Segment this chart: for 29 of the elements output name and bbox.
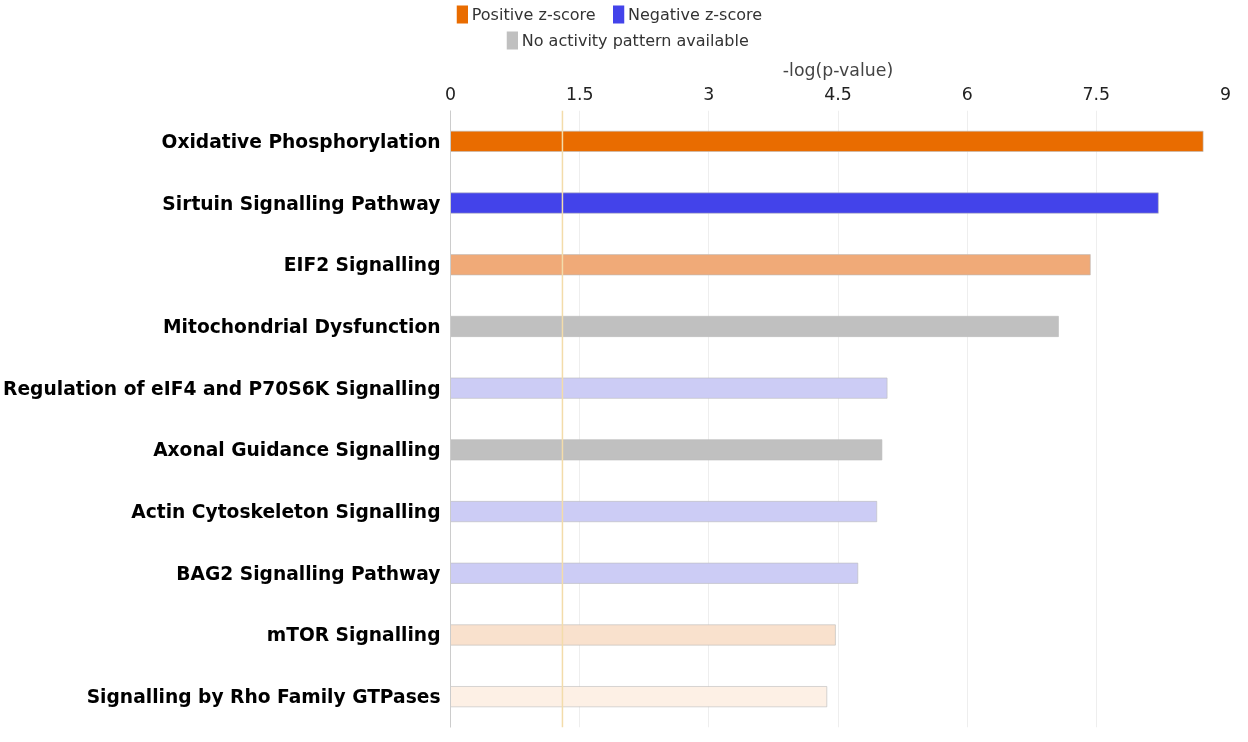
y-tick-label: Regulation of eIF4 and P70S6K Signalling: [3, 377, 441, 399]
y-tick-label: Sirtuin Signalling Pathway: [162, 192, 441, 214]
x-tick-label: 9: [1219, 83, 1232, 104]
bar: [450, 130, 1204, 153]
bar: [450, 500, 878, 523]
x-tick-label: 7.5: [1082, 83, 1111, 104]
bar: [450, 562, 859, 584]
y-tick-label: BAG2 Signalling Pathway: [176, 562, 441, 584]
y-tick-label: Oxidative Phosphorylation: [161, 130, 441, 152]
legend-label: Positive z-score: [471, 5, 596, 24]
x-tick-label: 6: [961, 83, 973, 104]
legend-label: Negative z-score: [628, 5, 763, 24]
x-tick-label: 3: [703, 83, 715, 104]
y-tick-label: Mitochondrial Dysfunction: [163, 315, 441, 337]
y-tick-label: EIF2 Signalling: [283, 254, 441, 276]
legend-label: No activity pattern available: [521, 31, 749, 50]
bar: [450, 685, 828, 708]
y-tick-label: Axonal Guidance Signalling: [153, 439, 441, 461]
bar: [450, 254, 1091, 276]
y-tick-label: Actin Cytoskeleton Signalling: [131, 501, 441, 523]
x-tick-label: 0: [444, 83, 457, 104]
bar: [450, 624, 836, 646]
y-tick-label: Signalling by Rho Family GTPases: [86, 686, 441, 708]
x-tick-label: 4.5: [824, 83, 852, 104]
x-axis-title: -log(p-value): [782, 59, 894, 80]
bar: [450, 192, 1159, 214]
y-tick-label: mTOR Signalling: [266, 624, 441, 646]
bar: [450, 377, 888, 399]
x-tick-label: 1.5: [565, 83, 594, 104]
